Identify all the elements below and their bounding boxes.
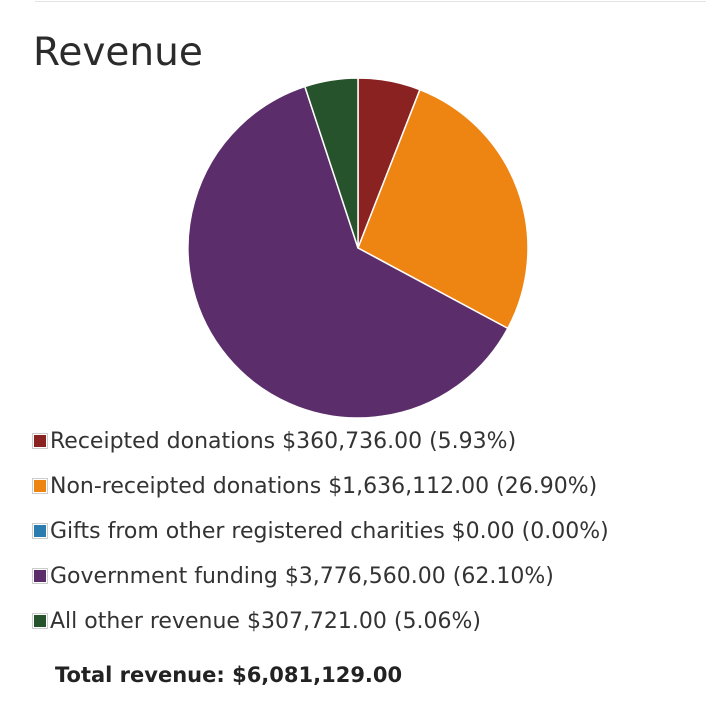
page-title: Revenue — [33, 30, 203, 75]
pie-slice-all-other-revenue — [304, 77, 359, 249]
legend-swatch — [32, 568, 48, 584]
pie-slice-non-receipted-donations — [357, 88, 529, 330]
legend-amount: $360,736.00 — [282, 429, 423, 454]
legend-amount: $1,636,112.00 — [328, 474, 490, 499]
legend-amount: $307,721.00 — [246, 609, 387, 634]
legend-label: Gifts from other registered charities — [50, 519, 445, 544]
legend-label: Receipted donations — [50, 429, 276, 454]
top-divider — [35, 1, 706, 2]
legend-swatch — [32, 433, 48, 449]
legend-percent: (62.10%) — [452, 564, 554, 589]
legend-percent: (0.00%) — [521, 519, 609, 544]
legend-item: Government funding $3,776,560.00 (62.10%… — [32, 559, 609, 604]
total-revenue: Total revenue: $6,081,129.00 — [55, 663, 402, 687]
pie-slice-government-funding — [187, 85, 509, 419]
legend-item: Gifts from other registered charities $0… — [32, 514, 609, 559]
legend-amount: $0.00 — [451, 519, 515, 544]
total-revenue-label: Total revenue: — [55, 663, 225, 687]
legend-percent: (5.93%) — [429, 429, 517, 454]
total-revenue-value: $6,081,129.00 — [232, 663, 403, 687]
revenue-pie-chart — [187, 77, 529, 419]
chart-legend: Receipted donations $360,736.00 (5.93%) N… — [32, 424, 609, 649]
legend-amount: $3,776,560.00 — [284, 564, 446, 589]
legend-percent: (5.06%) — [393, 609, 481, 634]
legend-swatch — [32, 523, 48, 539]
legend-item: All other revenue $307,721.00 (5.06%) — [32, 604, 609, 649]
legend-swatch — [32, 613, 48, 629]
legend-percent: (26.90%) — [496, 474, 598, 499]
legend-label: Non-receipted donations — [50, 474, 322, 499]
legend-item: Receipted donations $360,736.00 (5.93%) — [32, 424, 609, 469]
legend-swatch — [32, 478, 48, 494]
legend-label: All other revenue — [50, 609, 240, 634]
legend-label: Government funding — [50, 564, 278, 589]
legend-item: Non-receipted donations $1,636,112.00 (2… — [32, 469, 609, 514]
